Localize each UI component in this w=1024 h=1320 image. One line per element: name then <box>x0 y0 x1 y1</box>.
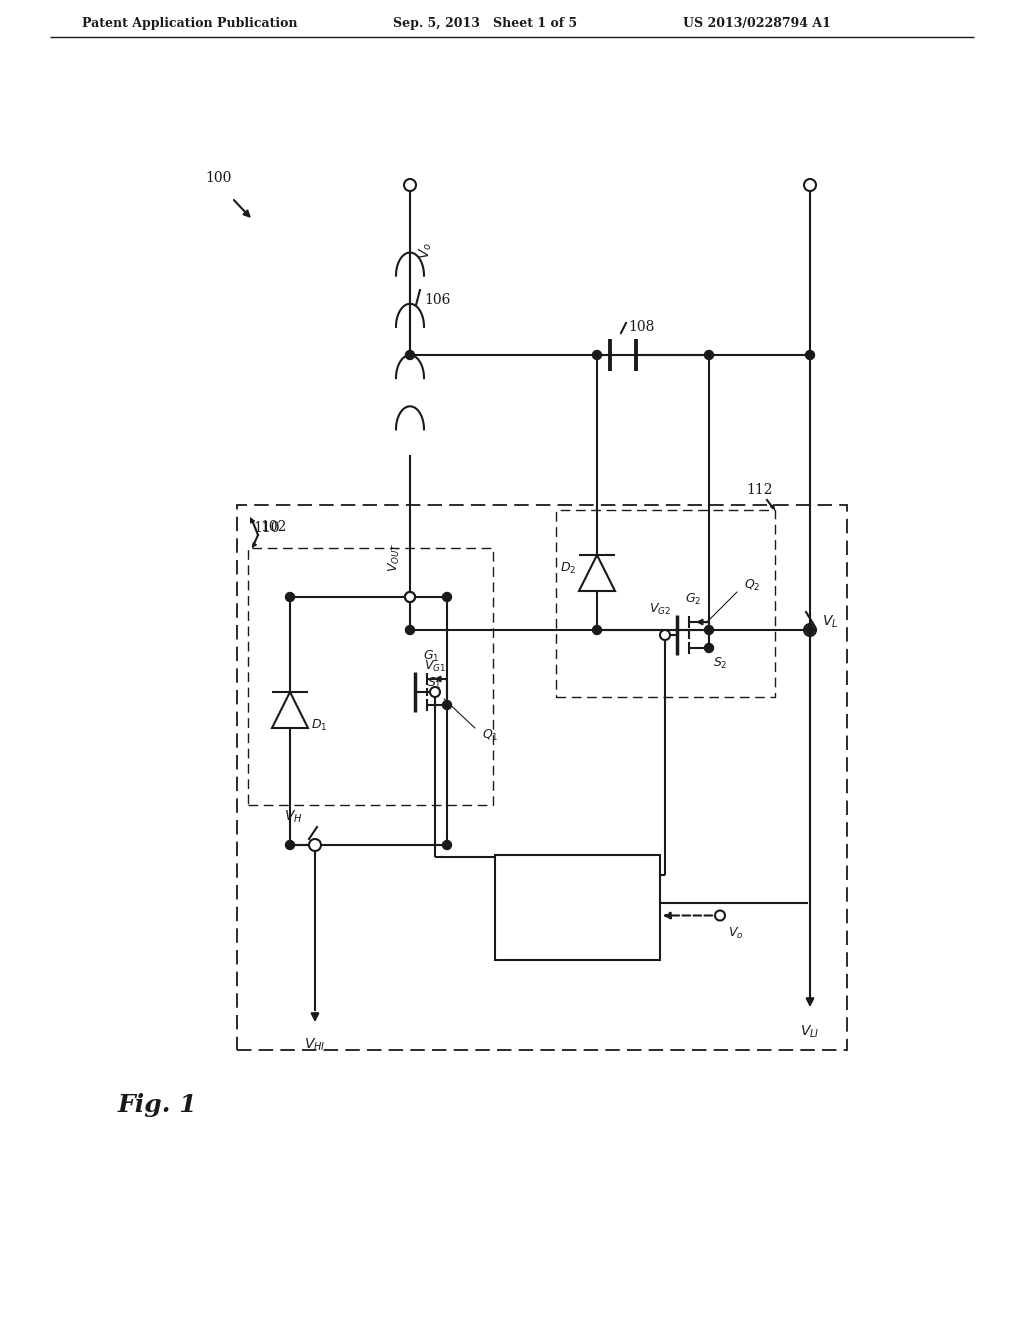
Circle shape <box>404 180 416 191</box>
Text: $V_L$: $V_L$ <box>822 614 839 630</box>
Text: $D_2$: $D_2$ <box>560 561 575 576</box>
Circle shape <box>804 624 816 636</box>
Text: $Q_2$: $Q_2$ <box>744 577 761 593</box>
Text: $Q_1$: $Q_1$ <box>482 727 499 743</box>
Circle shape <box>705 644 714 652</box>
Text: $D_1$: $D_1$ <box>311 718 328 733</box>
Text: 100: 100 <box>205 172 231 185</box>
Text: Sep. 5, 2013   Sheet 1 of 5: Sep. 5, 2013 Sheet 1 of 5 <box>393 16 578 29</box>
Circle shape <box>286 841 295 850</box>
Bar <box>495 855 660 960</box>
Bar <box>248 548 493 805</box>
Text: $V_o$: $V_o$ <box>728 925 743 941</box>
Circle shape <box>715 911 725 920</box>
Text: 108: 108 <box>628 319 654 334</box>
Text: 112: 112 <box>746 483 773 498</box>
Circle shape <box>309 840 321 851</box>
Circle shape <box>593 351 601 359</box>
Circle shape <box>705 351 714 359</box>
Circle shape <box>593 626 601 635</box>
Text: 104: 104 <box>564 911 591 924</box>
Text: Fig. 1: Fig. 1 <box>118 1093 198 1117</box>
Circle shape <box>442 841 452 850</box>
Text: US 2013/0228794 A1: US 2013/0228794 A1 <box>683 16 830 29</box>
Circle shape <box>660 630 670 640</box>
Circle shape <box>806 351 814 359</box>
Text: $S_2$: $S_2$ <box>713 656 727 671</box>
Bar <box>556 510 775 697</box>
Text: 106: 106 <box>424 293 451 308</box>
Circle shape <box>804 180 816 191</box>
Text: $V_o$: $V_o$ <box>418 242 434 259</box>
Circle shape <box>442 593 452 602</box>
Text: $V_{HI}$: $V_{HI}$ <box>304 1038 326 1053</box>
Text: $S_1$: $S_1$ <box>427 676 442 690</box>
Text: $G_2$: $G_2$ <box>685 591 701 607</box>
Circle shape <box>406 626 415 635</box>
Circle shape <box>406 351 415 359</box>
Text: Driver IC: Driver IC <box>545 891 610 904</box>
Text: $V_{G1}$: $V_{G1}$ <box>424 659 446 675</box>
Text: 110: 110 <box>253 521 280 535</box>
Text: $G_1$: $G_1$ <box>423 649 439 664</box>
Circle shape <box>806 626 814 635</box>
Text: $V_H$: $V_H$ <box>285 809 303 825</box>
Circle shape <box>442 701 452 710</box>
Circle shape <box>286 593 295 602</box>
Text: $V_{G2}$: $V_{G2}$ <box>649 602 671 616</box>
Circle shape <box>705 626 714 635</box>
Text: $V_{OUT}$: $V_{OUT}$ <box>387 543 402 572</box>
Circle shape <box>406 591 415 602</box>
Text: $V_{LI}$: $V_{LI}$ <box>800 1024 820 1040</box>
Circle shape <box>430 686 440 697</box>
Text: 102: 102 <box>260 520 287 535</box>
Circle shape <box>406 591 415 602</box>
Bar <box>237 506 847 1049</box>
Text: Patent Application Publication: Patent Application Publication <box>82 16 298 29</box>
